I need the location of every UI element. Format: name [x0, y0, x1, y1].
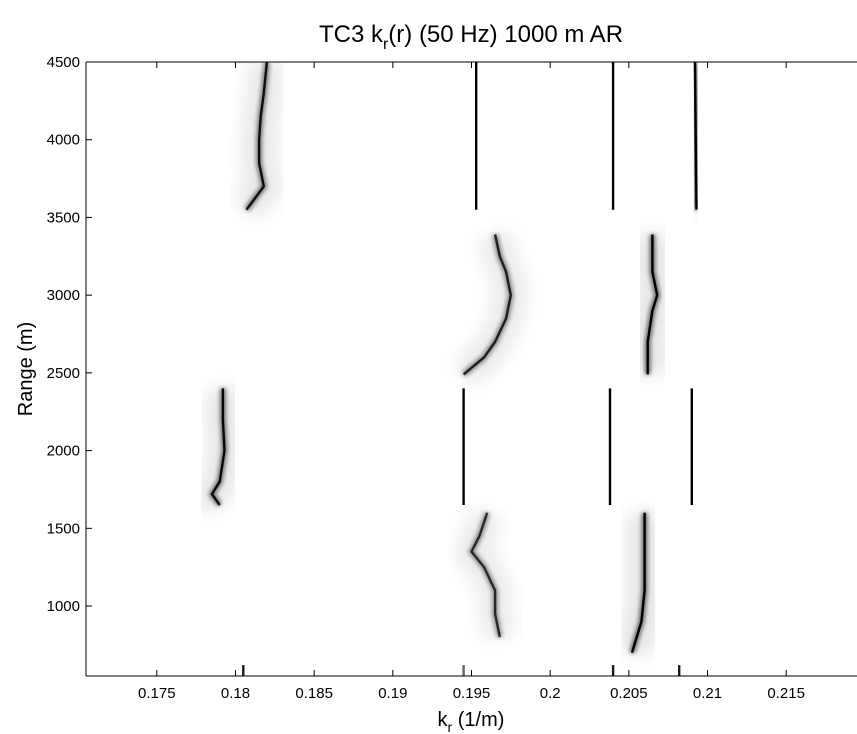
x-tick-label: 0.2 — [540, 685, 561, 702]
mode-line — [646, 234, 659, 375]
mode-line — [462, 234, 512, 376]
range-segment — [452, 230, 675, 388]
y-axis-title: Range (m) — [15, 322, 37, 416]
mode-line — [630, 512, 646, 654]
range-segment — [451, 507, 662, 658]
y-tick-label: 3000 — [47, 287, 80, 304]
x-axis-title: kr (1/m) — [438, 709, 505, 734]
y-tick-label: 4500 — [47, 54, 80, 71]
range-segment — [232, 62, 714, 220]
mode-line — [693, 62, 698, 210]
x-tick-label: 0.185 — [295, 685, 333, 702]
x-tick-label: 0.19 — [378, 685, 407, 702]
chart-title-subscript: r — [383, 36, 389, 53]
range-segment — [226, 665, 697, 676]
mode-line — [210, 388, 226, 506]
chart-title-rest: (r) (50 Hz) 1000 m AR — [388, 21, 623, 48]
y-tick-label: 4000 — [47, 132, 80, 149]
y-tick-label: 2500 — [47, 365, 80, 382]
x-tick-label: 0.175 — [138, 685, 176, 702]
y-tick-label: 2000 — [47, 443, 80, 460]
x-axis-title-rest: (1/m) — [452, 709, 504, 731]
x-axis-title-main: k — [438, 709, 449, 731]
range-segment — [191, 388, 709, 515]
chart-title: TC3 kr(r) (50 Hz) 1000 m AR — [319, 21, 623, 53]
y-tick-label: 1500 — [47, 520, 80, 537]
x-tick-label: 0.215 — [767, 685, 805, 702]
x-tick-label: 0.21 — [693, 685, 722, 702]
x-axis-ticks: 0.175 0.18 0.185 0.19 0.195 0.2 0.205 0.21 0.215 — [138, 62, 805, 702]
x-tick-label: 0.205 — [610, 685, 648, 702]
mode-line — [470, 512, 501, 638]
chart-title-main: TC3 k — [319, 21, 384, 48]
heatmap-layer — [191, 62, 714, 676]
y-tick-label: 1000 — [47, 598, 80, 615]
mode-line — [245, 62, 269, 211]
x-axis-title-subscript: r — [448, 719, 453, 734]
y-tick-label: 3500 — [47, 209, 80, 226]
x-tick-label: 0.195 — [453, 685, 491, 702]
y-axis-ticks: 1000 1500 2000 2500 3000 3500 4000 4500 — [47, 54, 92, 615]
x-tick-label: 0.18 — [221, 685, 250, 702]
